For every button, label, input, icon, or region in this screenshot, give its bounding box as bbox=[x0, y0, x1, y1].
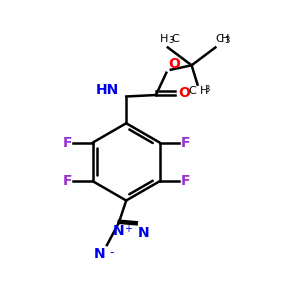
Text: F: F bbox=[62, 174, 72, 188]
Text: N: N bbox=[94, 247, 105, 261]
Text: H: H bbox=[160, 34, 168, 44]
Text: C: C bbox=[188, 86, 196, 96]
Text: N: N bbox=[113, 224, 124, 238]
Text: 3: 3 bbox=[224, 36, 230, 45]
Text: H: H bbox=[200, 86, 208, 96]
Text: F: F bbox=[181, 174, 190, 188]
Text: C: C bbox=[171, 34, 179, 44]
Text: O: O bbox=[178, 86, 190, 100]
Text: HN: HN bbox=[95, 82, 119, 97]
Text: C: C bbox=[215, 34, 223, 44]
Text: N: N bbox=[138, 226, 150, 240]
Text: H: H bbox=[220, 34, 229, 44]
Text: 3: 3 bbox=[168, 36, 173, 45]
Text: -: - bbox=[109, 246, 114, 259]
Text: O: O bbox=[168, 57, 180, 71]
Text: +: + bbox=[124, 224, 132, 234]
Text: F: F bbox=[62, 136, 72, 150]
Text: F: F bbox=[181, 136, 190, 150]
Text: 3: 3 bbox=[204, 85, 209, 94]
